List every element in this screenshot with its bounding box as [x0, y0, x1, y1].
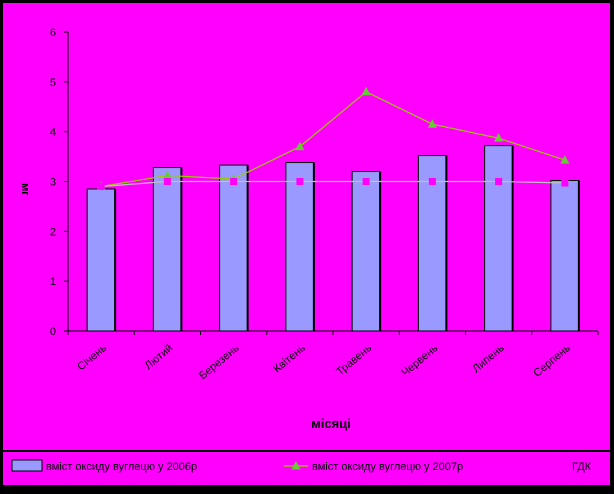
gdk-point-2	[163, 178, 171, 185]
series2-point-8	[560, 155, 570, 164]
series-line-1	[101, 91, 566, 188]
legend: вміст оксиду вуглецю у 2006р вміст оксиду…	[11, 459, 592, 473]
legend-background	[3, 452, 610, 485]
gdk-point-7	[495, 178, 503, 185]
legend-label-2: вміст оксиду вуглецю у 2007р	[312, 461, 463, 473]
plot-area	[86, 86, 580, 332]
gdk-point-6	[428, 178, 436, 185]
gdk-point-8	[561, 179, 569, 187]
legend-swatch-1	[11, 459, 43, 472]
legend-label-3: ГДК	[572, 461, 592, 473]
x-axis-title: місяці	[311, 416, 351, 431]
bar-3	[219, 164, 249, 332]
series2-point-6	[427, 119, 437, 128]
y-tick-label-0: 0	[50, 326, 56, 338]
bar-5	[351, 171, 381, 332]
y-tick-label-2: 2	[50, 226, 56, 238]
bar-7	[484, 145, 514, 332]
y-tick-label-6: 6	[50, 27, 56, 39]
bar-1	[86, 188, 116, 332]
gdk-point-4	[296, 178, 304, 185]
legend-marker-2	[291, 461, 301, 470]
y-axis-title: мг	[19, 183, 31, 196]
bar-2	[152, 167, 182, 332]
series2-point-2	[162, 170, 172, 180]
series2-point-7	[494, 133, 504, 142]
gdk-point-3	[230, 178, 238, 185]
series-line-2	[101, 180, 565, 188]
y-tick-label-5: 5	[50, 77, 56, 89]
legend-label-1: вміст оксиду вуглецю у 2006р	[46, 461, 197, 473]
gdk-point-5	[362, 178, 370, 185]
series2-point-5	[361, 86, 371, 96]
y-tick-label-3: 3	[50, 177, 56, 189]
gdk-point-1	[97, 182, 105, 190]
series2-point-4	[295, 141, 305, 151]
y-tick-label-1: 1	[50, 276, 56, 288]
y-tick-label-4: 4	[50, 127, 56, 139]
bar-8	[550, 180, 580, 332]
bar-4	[285, 162, 315, 332]
